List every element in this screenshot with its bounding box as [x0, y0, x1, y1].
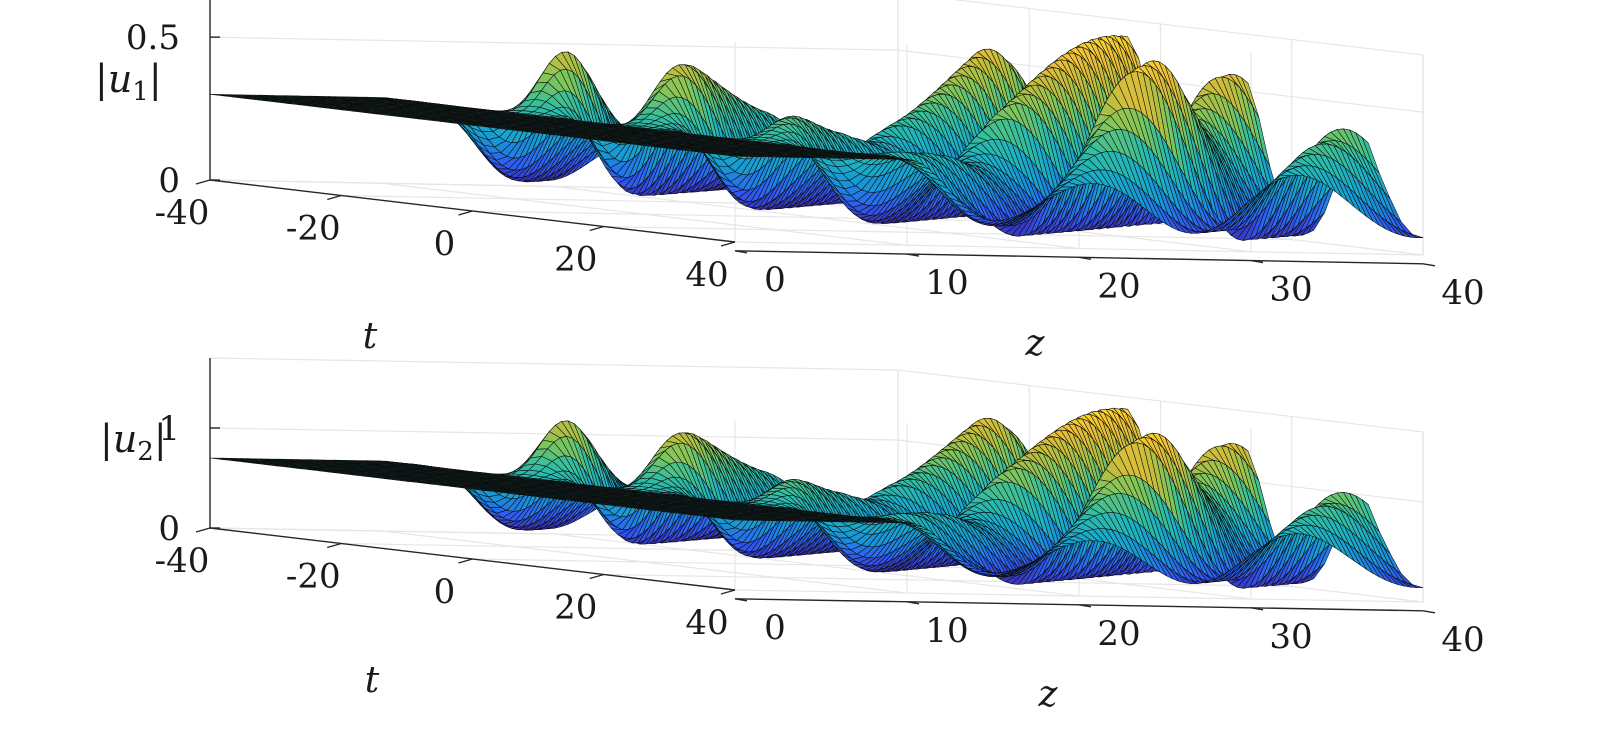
surface-mesh — [209, 35, 1424, 241]
